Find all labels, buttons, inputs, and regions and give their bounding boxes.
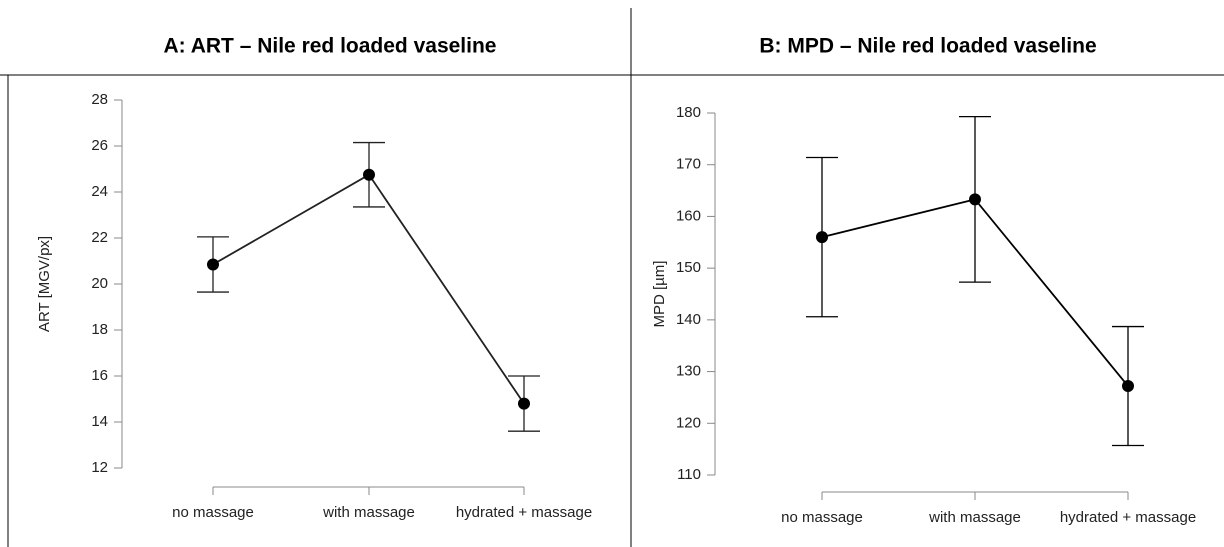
point bbox=[207, 258, 219, 271]
y-axis-label: ART [MGV/px] bbox=[36, 236, 53, 332]
y-tick-label: 22 bbox=[91, 229, 108, 246]
x-tick-label: no massage bbox=[781, 509, 863, 526]
x-tick-label: hydrated + massage bbox=[1060, 509, 1196, 526]
y-tick-label: 140 bbox=[676, 311, 701, 328]
point bbox=[518, 397, 530, 410]
x-tick-label: hydrated + massage bbox=[456, 504, 592, 521]
y-tick-label: 16 bbox=[91, 367, 108, 384]
y-tick-label: 160 bbox=[676, 207, 701, 224]
y-tick-label: 12 bbox=[91, 459, 108, 476]
chart-title: B: MPD – Nile red loaded vaseline bbox=[759, 35, 1096, 58]
y-tick-label: 24 bbox=[91, 183, 108, 200]
y-tick-label: 170 bbox=[676, 156, 701, 173]
y-tick-label: 14 bbox=[91, 413, 108, 430]
y-tick-label: 26 bbox=[91, 137, 108, 154]
x-tick-label: with massage bbox=[928, 509, 1021, 526]
x-tick-label: no massage bbox=[172, 504, 254, 521]
y-tick-label: 20 bbox=[91, 275, 108, 292]
point bbox=[363, 168, 375, 181]
y-tick-label: 120 bbox=[676, 414, 701, 431]
y-tick-label: 130 bbox=[676, 363, 701, 380]
point bbox=[816, 231, 828, 244]
point bbox=[969, 193, 981, 206]
y-axis-label: MPD [µm] bbox=[651, 261, 668, 328]
y-tick-label: 28 bbox=[91, 91, 108, 108]
y-tick-label: 110 bbox=[677, 466, 701, 483]
point bbox=[1122, 380, 1134, 393]
x-tick-label: with massage bbox=[322, 504, 415, 521]
y-tick-label: 150 bbox=[676, 259, 701, 276]
y-tick-label: 18 bbox=[91, 321, 108, 338]
y-tick-label: 180 bbox=[676, 104, 701, 121]
chart-title: A: ART – Nile red loaded vaseline bbox=[164, 35, 497, 58]
line bbox=[212, 173, 525, 405]
